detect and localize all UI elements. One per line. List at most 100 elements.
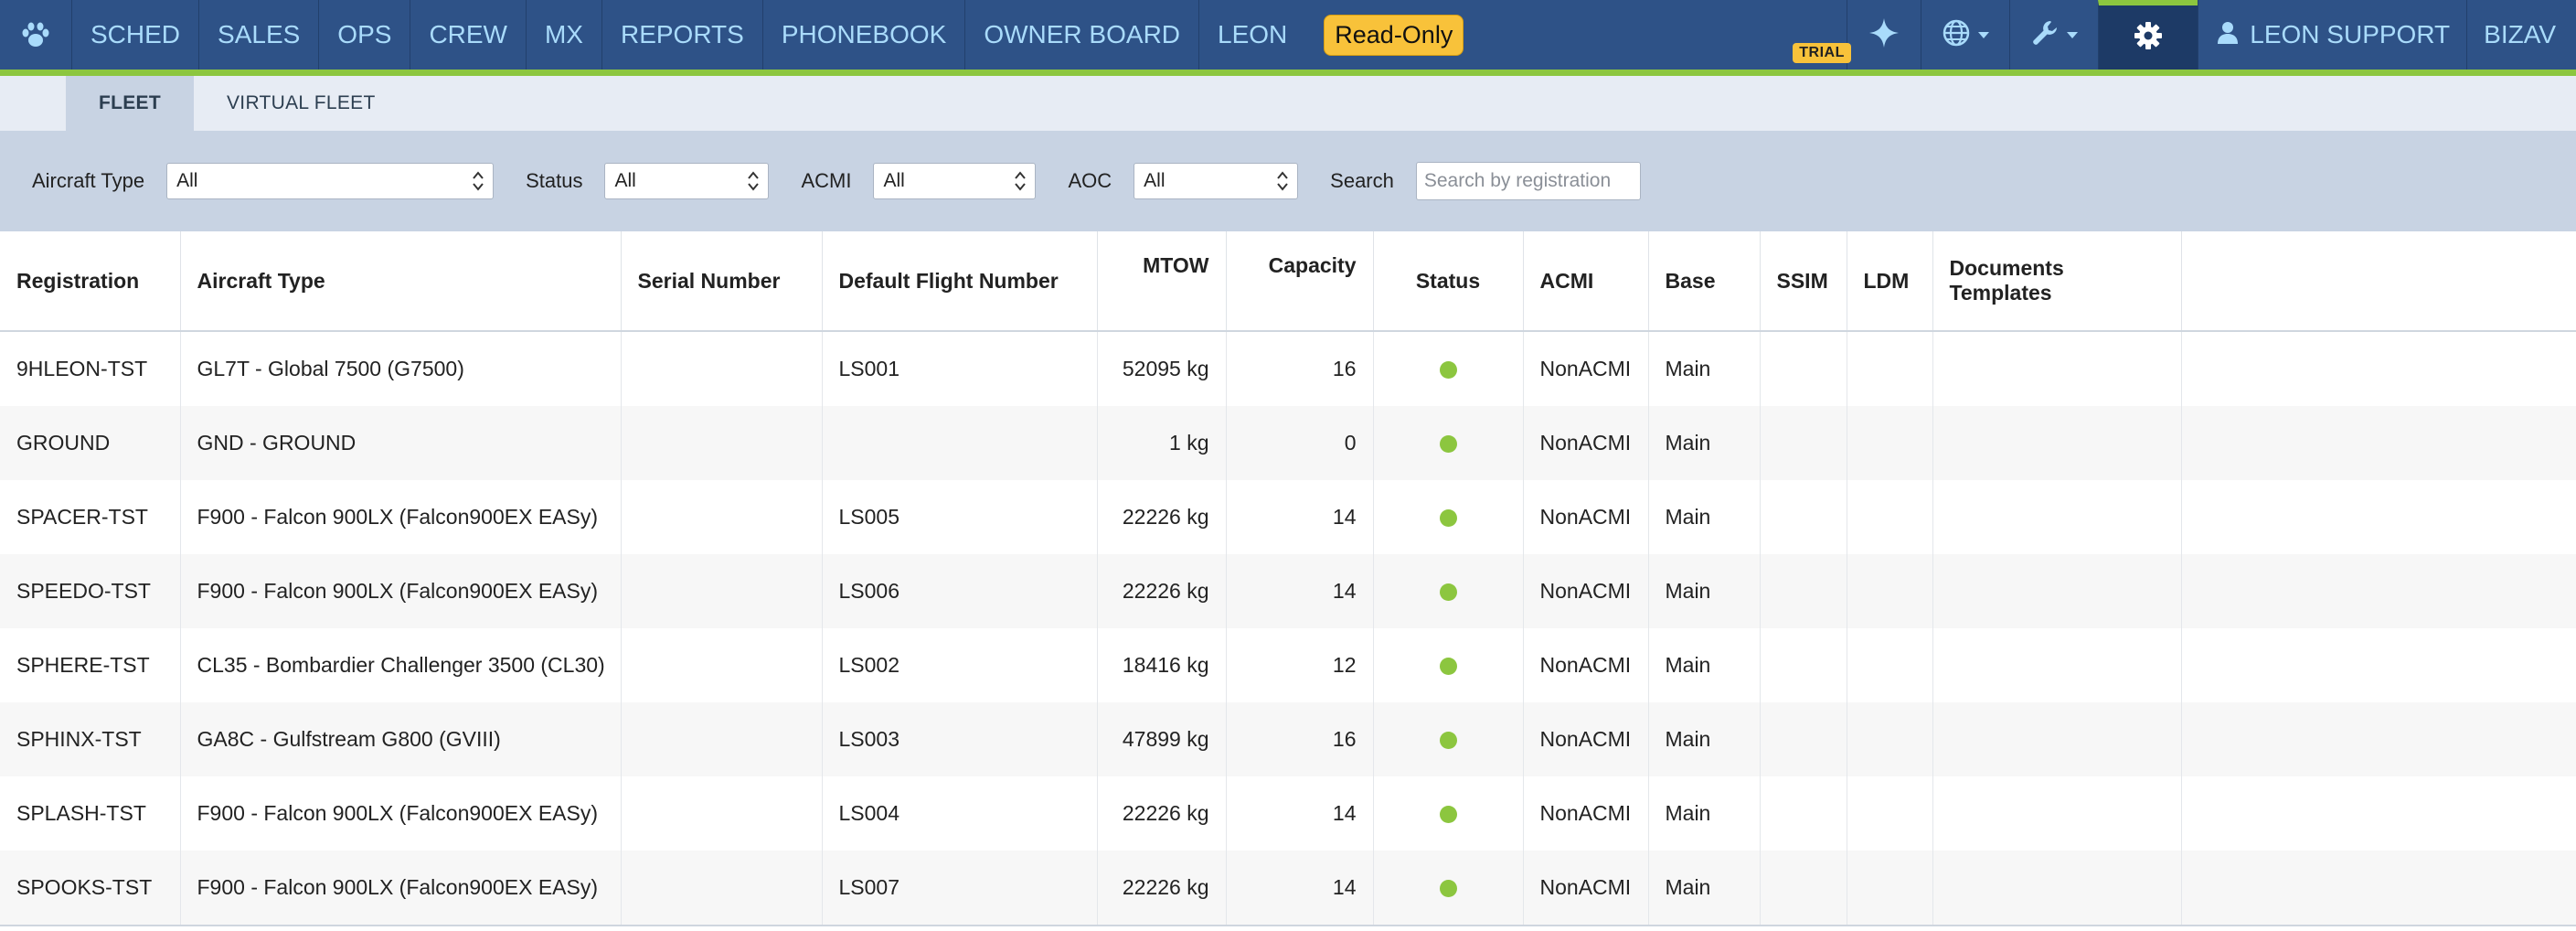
cell-ldm bbox=[1847, 702, 1933, 776]
status-label: Status bbox=[526, 169, 583, 192]
col-ldm[interactable]: LDM bbox=[1847, 231, 1933, 332]
status-active-icon bbox=[1439, 583, 1457, 602]
company-menu[interactable]: BIZAV bbox=[2466, 0, 2576, 70]
cell-default-flight-number: LS005 bbox=[822, 480, 1098, 554]
table-row[interactable]: SPEEDO-TST F900 - Falcon 900LX (Falcon900… bbox=[0, 554, 2576, 628]
sparkle-icon bbox=[1868, 16, 1900, 54]
cell-documents-templates bbox=[1932, 851, 2182, 926]
cell-filler bbox=[2181, 331, 2576, 406]
aircraft-type-select[interactable]: All bbox=[166, 163, 495, 199]
cell-documents-templates bbox=[1932, 776, 2182, 851]
cell-status bbox=[1373, 776, 1524, 851]
user-menu[interactable]: LEON SUPPORT bbox=[2198, 0, 2466, 70]
cell-acmi: NonACMI bbox=[1523, 776, 1649, 851]
settings-button[interactable] bbox=[2098, 0, 2198, 70]
cell-capacity: 14 bbox=[1226, 554, 1374, 628]
cell-base: Main bbox=[1648, 776, 1761, 851]
cell-status bbox=[1373, 851, 1524, 926]
nav-ops[interactable]: OPS bbox=[319, 0, 411, 70]
nav-reports[interactable]: REPORTS bbox=[602, 0, 763, 70]
chevron-down-icon bbox=[2067, 31, 2079, 38]
cell-serial-number bbox=[621, 628, 823, 702]
table-row[interactable]: SPHINX-TST GA8C - Gulfstream G800 (GVIII)… bbox=[0, 702, 2576, 776]
col-aircraft-type[interactable]: Aircraft Type bbox=[180, 231, 622, 332]
table-row[interactable]: SPHERE-TST CL35 - Bombardier Challenger 3… bbox=[0, 628, 2576, 702]
cell-filler bbox=[2181, 702, 2576, 776]
acmi-select[interactable]: All bbox=[873, 163, 1037, 199]
col-capacity[interactable]: Capacity bbox=[1226, 231, 1374, 332]
cell-ldm bbox=[1847, 480, 1933, 554]
cell-ldm bbox=[1847, 554, 1933, 628]
cell-status bbox=[1373, 480, 1524, 554]
cell-capacity: 14 bbox=[1226, 480, 1374, 554]
table-row[interactable]: SPOOKS-TST F900 - Falcon 900LX (Falcon900… bbox=[0, 851, 2576, 926]
tab-bar: FLEET VIRTUAL FLEET bbox=[0, 76, 2576, 131]
cell-acmi: NonACMI bbox=[1523, 702, 1649, 776]
cell-acmi: NonACMI bbox=[1523, 851, 1649, 926]
cell-acmi: NonACMI bbox=[1523, 554, 1649, 628]
fleet-table: Registration Aircraft Type Serial Number… bbox=[0, 231, 2576, 926]
nav-sched[interactable]: SCHED bbox=[72, 0, 200, 70]
select-arrows-icon bbox=[1277, 171, 1288, 191]
cell-aircraft-type: F900 - Falcon 900LX (Falcon900EX EASy) bbox=[180, 851, 622, 926]
table-row[interactable]: GROUND GND - GROUND 1 kg 0 NonACMI Main bbox=[0, 406, 2576, 480]
ai-assistant-button[interactable]: TRIAL bbox=[1793, 0, 1921, 70]
language-menu[interactable] bbox=[1921, 0, 2009, 70]
nav-leon[interactable]: LEON bbox=[1218, 20, 1288, 48]
cell-default-flight-number: LS001 bbox=[822, 331, 1098, 406]
paw-logo-icon[interactable] bbox=[0, 0, 72, 70]
nav-mx[interactable]: MX bbox=[527, 0, 602, 70]
nav-owner-board[interactable]: OWNER BOARD bbox=[965, 0, 1200, 70]
cell-ldm bbox=[1847, 331, 1933, 406]
cell-registration: SPHINX-TST bbox=[0, 702, 181, 776]
nav-phonebook[interactable]: PHONEBOOK bbox=[763, 0, 966, 70]
status-active-icon bbox=[1439, 806, 1457, 824]
cell-default-flight-number: LS004 bbox=[822, 776, 1098, 851]
col-status[interactable]: Status bbox=[1373, 231, 1524, 332]
cell-ldm bbox=[1847, 628, 1933, 702]
col-serial-number[interactable]: Serial Number bbox=[621, 231, 823, 332]
tab-virtual-fleet[interactable]: VIRTUAL FLEET bbox=[227, 92, 376, 113]
fleet-table-body: 9HLEON-TST GL7T - Global 7500 (G7500) LS00… bbox=[0, 331, 2576, 926]
search-label: Search bbox=[1330, 169, 1394, 192]
cell-filler bbox=[2181, 851, 2576, 926]
cell-serial-number bbox=[621, 406, 823, 480]
cell-ssim bbox=[1760, 702, 1847, 776]
status-active-icon bbox=[1439, 880, 1457, 898]
cell-serial-number bbox=[621, 702, 823, 776]
tab-fleet[interactable]: FLEET bbox=[66, 76, 194, 131]
cell-registration: SPEEDO-TST bbox=[0, 554, 181, 628]
cell-acmi: NonACMI bbox=[1523, 480, 1649, 554]
table-row[interactable]: 9HLEON-TST GL7T - Global 7500 (G7500) LS00… bbox=[0, 331, 2576, 406]
wrench-icon bbox=[2030, 18, 2060, 52]
cell-mtow: 22226 kg bbox=[1097, 554, 1227, 628]
col-documents-templates[interactable]: Documents Templates bbox=[1932, 231, 2182, 332]
nav-crew[interactable]: CREW bbox=[410, 0, 527, 70]
cell-status bbox=[1373, 331, 1524, 406]
search-input[interactable] bbox=[1415, 162, 1641, 200]
cell-registration: SPHERE-TST bbox=[0, 628, 181, 702]
top-nav: SCHED SALES OPS CREW MX REPORTS PHONEBOO… bbox=[0, 0, 2576, 76]
tools-menu[interactable] bbox=[2009, 0, 2098, 70]
status-active-icon bbox=[1439, 509, 1457, 528]
table-row[interactable]: SPACER-TST F900 - Falcon 900LX (Falcon900… bbox=[0, 480, 2576, 554]
cell-capacity: 12 bbox=[1226, 628, 1374, 702]
col-registration[interactable]: Registration bbox=[0, 231, 181, 332]
col-mtow[interactable]: MTOW bbox=[1097, 231, 1227, 332]
aoc-select[interactable]: All bbox=[1134, 163, 1299, 199]
col-filler bbox=[2181, 231, 2576, 332]
col-base[interactable]: Base bbox=[1648, 231, 1761, 332]
col-acmi[interactable]: ACMI bbox=[1523, 231, 1649, 332]
cell-serial-number bbox=[621, 480, 823, 554]
cell-base: Main bbox=[1648, 406, 1761, 480]
col-ssim[interactable]: SSIM bbox=[1760, 231, 1847, 332]
gear-icon bbox=[2134, 21, 2163, 55]
nav-sales[interactable]: SALES bbox=[199, 0, 320, 70]
cell-ssim bbox=[1760, 480, 1847, 554]
col-default-flight-number[interactable]: Default Flight Number bbox=[822, 231, 1098, 332]
table-row[interactable]: SPLASH-TST F900 - Falcon 900LX (Falcon900… bbox=[0, 776, 2576, 851]
cell-documents-templates bbox=[1932, 554, 2182, 628]
cell-base: Main bbox=[1648, 702, 1761, 776]
status-select[interactable]: All bbox=[604, 163, 770, 199]
acmi-value: All bbox=[883, 170, 905, 191]
